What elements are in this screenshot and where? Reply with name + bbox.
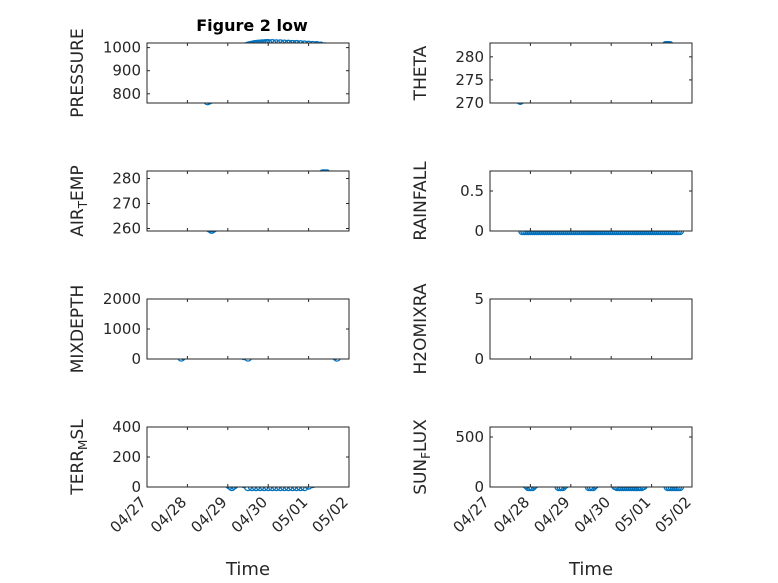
y-tick-label: 500 (455, 428, 484, 446)
axes-box (489, 42, 693, 104)
x-tick-label: 05/01 (268, 493, 311, 536)
y-tick-label: 280 (455, 48, 484, 66)
y-axis-label: TERRMSL (68, 419, 90, 496)
subplot-4: 0 0.5 RAINFALL (411, 161, 693, 241)
x-tick-label: 05/02 (652, 493, 695, 536)
y-axis-label: PRESSURE (68, 28, 88, 117)
y-tick-label: 275 (455, 71, 484, 89)
y-tick-label: 2000 (103, 290, 141, 308)
y-axis-label: AIRTEMP (68, 165, 90, 236)
axes-box (146, 298, 350, 360)
y-tick-label: 1000 (103, 39, 141, 57)
y-tick-label: 0 (131, 350, 141, 368)
x-tick-label: 05/02 (309, 493, 352, 536)
y-axis-label: MIXDEPTH (68, 285, 88, 374)
subplot-8: 0 500 SUNFLUX 04/2704/2804/2904/3005/0105/0… (411, 419, 695, 580)
y-tick-label: 270 (455, 94, 484, 112)
y-tick-label: 0 (474, 222, 484, 240)
x-tick-label: 05/01 (611, 493, 654, 536)
y-axis-label: H2OMIXRA (411, 283, 431, 374)
y-tick-label: 280 (112, 170, 141, 188)
x-tick-label: 04/30 (228, 493, 271, 536)
x-tick-label: 04/30 (571, 493, 614, 536)
x-axis-label: Time (568, 559, 613, 580)
subplot-5: 0 1000 2000 MIXDEPTH (68, 285, 350, 374)
y-tick-label: 5 (474, 290, 484, 308)
figure-title: Figure 2 low (196, 16, 308, 35)
subplot-grid: 800 900 1000 PRESSURE 270 275 280 THETA 260 270 28… (68, 28, 695, 580)
y-tick-label: 0 (131, 478, 141, 496)
x-tick-label: 04/29 (530, 493, 573, 536)
x-tick-label: 04/28 (147, 493, 190, 536)
subplot-3: 260 270 280 AIRTEMP (68, 165, 350, 238)
y-tick-label: 0 (474, 478, 484, 496)
x-tick-label: 04/28 (490, 493, 533, 536)
axes-box (146, 426, 350, 488)
y-axis-label: RAINFALL (411, 161, 431, 241)
x-tick-label: 04/29 (187, 493, 230, 536)
y-tick-label: 260 (112, 220, 141, 238)
y-tick-label: 400 (112, 418, 141, 436)
y-axis-label: SUNFLUX (411, 419, 433, 495)
axes-box (489, 426, 693, 488)
subplot-6: 0 5 H2OMIXRA (411, 283, 693, 375)
axes-box (146, 42, 350, 104)
x-tick-label: 04/27 (450, 493, 493, 536)
y-tick-label: 1000 (103, 320, 141, 338)
y-tick-label: 0 (474, 350, 484, 368)
x-axis-label: Time (225, 559, 270, 580)
x-tick-label: 04/27 (107, 493, 150, 536)
y-tick-label: 0.5 (460, 182, 484, 200)
subplot-1: 800 900 1000 PRESSURE (68, 28, 350, 118)
y-tick-label: 900 (112, 62, 141, 80)
subplot-2: 270 275 280 THETA (411, 41, 693, 112)
y-tick-label: 200 (112, 448, 141, 466)
axes-box (489, 170, 693, 232)
subplot-7: 0 200 400 TERRMSL 04/2704/2804/2904/3005/010… (68, 418, 352, 580)
axes-box (146, 170, 350, 232)
y-axis-label: THETA (411, 45, 431, 101)
y-tick-label: 800 (112, 85, 141, 103)
axes-box (489, 298, 693, 360)
y-tick-label: 270 (112, 195, 141, 213)
